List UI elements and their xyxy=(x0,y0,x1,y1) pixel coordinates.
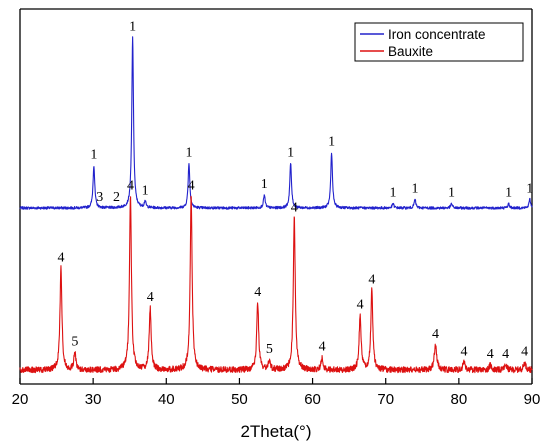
peak-label: 1 xyxy=(411,181,418,196)
x-tick-label: 90 xyxy=(524,391,541,408)
peak-label: 1 xyxy=(129,20,136,35)
peak-label: 4 xyxy=(188,178,195,193)
peak-label: 4 xyxy=(460,345,467,360)
legend-box xyxy=(354,22,524,62)
x-tick-label: 70 xyxy=(377,391,394,408)
series-layer xyxy=(19,36,533,374)
peak-label: 1 xyxy=(142,184,149,199)
peak-label: 4 xyxy=(432,327,439,342)
peak-label: 1 xyxy=(261,177,268,192)
peak-label: 4 xyxy=(487,347,494,362)
x-tick-label: 50 xyxy=(231,391,248,408)
peak-label: 4 xyxy=(521,345,528,360)
legend-label-bauxite: Bauxite xyxy=(388,44,433,59)
peak-label: 1 xyxy=(287,145,294,160)
peak-label: 1 xyxy=(505,186,512,201)
peak-label: 5 xyxy=(71,335,78,350)
peak-label: 4 xyxy=(502,347,509,362)
x-axis-label: 2Theta(°) xyxy=(240,422,311,441)
peak-label: 4 xyxy=(357,297,364,312)
x-ticks: 20 30 40 50 60 70 80 90 xyxy=(12,378,541,408)
peak-label: 4 xyxy=(254,285,261,300)
peak-label: 4 xyxy=(319,340,326,355)
x-tick-label: 60 xyxy=(304,391,321,408)
peak-label: 4 xyxy=(147,290,154,305)
peak-label: 1 xyxy=(448,186,455,201)
peak-label: 1 xyxy=(185,145,192,160)
legend-label-iron-concentrate: Iron concentrate xyxy=(388,27,486,42)
x-tick-label: 40 xyxy=(158,391,175,408)
peak-label: 1 xyxy=(526,181,533,196)
peak-label: 4 xyxy=(291,201,298,216)
peak-label: 2 xyxy=(113,190,120,205)
peak-label: 4 xyxy=(57,250,64,265)
peak-label: 4 xyxy=(127,178,134,193)
peak-label: 5 xyxy=(266,342,273,357)
x-tick-label: 20 xyxy=(12,391,29,408)
legend: Iron concentrate Bauxite xyxy=(354,22,524,62)
series-line-iron-concentrate xyxy=(19,36,533,210)
x-tick-label: 30 xyxy=(85,391,102,408)
peak-label: 4 xyxy=(368,273,375,288)
series-line-bauxite xyxy=(19,195,533,374)
peak-label: 1 xyxy=(328,135,335,150)
x-tick-label: 80 xyxy=(451,391,468,408)
peak-label: 1 xyxy=(390,186,397,201)
peak-label: 3 xyxy=(96,190,103,205)
peak-label: 1 xyxy=(90,147,97,162)
plot-frame xyxy=(19,8,533,385)
